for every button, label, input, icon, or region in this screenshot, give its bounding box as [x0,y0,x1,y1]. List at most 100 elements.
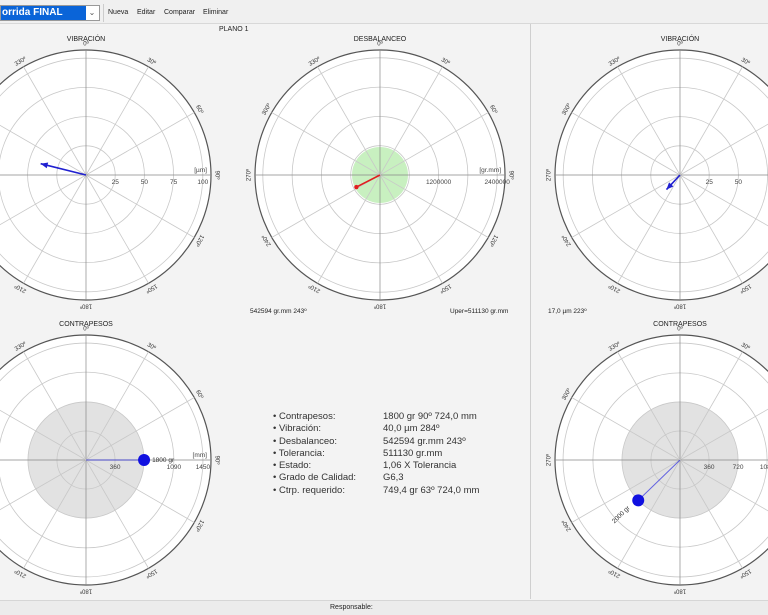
ring-label: 1450 [196,464,211,471]
run-selector-combobox[interactable]: orrida FINAL ⌄ [0,5,100,21]
counterweight-marker [632,494,645,507]
grid-spoke [679,459,768,512]
angle-label: 60º [488,104,499,116]
unit-label: [gr.mm] [479,167,501,174]
summary-row: • Grado de Calidad: G6,3 [273,472,479,484]
summary-key: • Estado: [273,460,312,472]
ring-label: 360 [704,464,715,471]
arrow-head-icon [40,162,49,169]
angle-label: 30º [740,341,752,352]
grid-spoke [23,459,87,569]
summary-row: • Contrapesos: 1800 gr 90º 724,0 mm [273,411,479,423]
angle-label: 180º [79,302,92,309]
summary-value: G6,3 [383,472,404,484]
grid-spoke [617,351,681,461]
angle-label: 60º [194,389,205,401]
angle-label: 90º [507,171,514,181]
grid-spoke [85,351,149,461]
polar-vib_left: 0º30º60º90º120º150º180º210º240º270º300º3… [0,41,220,309]
summary-row: • Desbalanceo: 542594 gr.mm 243º [273,436,479,448]
angle-label: 0º [377,41,383,48]
panel-divider [530,24,531,599]
grid-spoke [379,174,443,284]
summary-row: • Estado: 1,06 X Tolerancia [273,460,479,472]
polar-cp_left: 0º30º60º90º120º150º180º210º240º270º300º3… [0,326,220,594]
edit-button[interactable]: Editar [137,9,156,16]
angle-label: 30º [146,341,158,352]
summary-value: 40,0 µm 284º [383,423,440,435]
grid-spoke [85,174,149,284]
ring-label: 1090 [167,464,182,471]
plane-label: PLANO 1 [219,26,249,33]
summary-value: 542594 gr.mm 243º [383,435,466,447]
ring-label: 75 [170,179,178,186]
summary-key: • Desbalanceo: [273,435,338,447]
grid-spoke [679,459,743,569]
grid-spoke [0,124,87,176]
grid-spoke [271,174,381,238]
angle-label: 180º [673,587,686,594]
summary-row: • Ctrp. requerido: 749,4 gr 63º 724,0 mm [273,485,479,497]
vibration-right-title: VIBRACIÓN [660,36,700,43]
angle-label: 90º [213,171,220,181]
grid-spoke [679,123,768,176]
summary-key: • Grado de Calidad: [273,472,357,484]
new-button[interactable]: Nueva [108,9,129,16]
grid-spoke [85,66,149,176]
grid-spoke [317,66,381,176]
vector-line [40,162,87,176]
responsible-label: Responsable: [330,604,373,611]
status-bar: Responsable: [0,600,768,615]
grid-spoke [571,112,681,176]
delete-button[interactable]: Eliminar [203,9,229,16]
grid-spoke [0,459,87,511]
grid-spoke [679,351,743,461]
summary-key: • Contrapesos: [273,411,336,422]
ring-label: 100 [197,179,208,186]
arrow-head-icon [666,182,674,190]
counterweight-marker [138,454,151,466]
compare-button[interactable]: Comparar [164,9,196,16]
angle-label: 30º [440,56,452,67]
angle-label: 180º [673,302,686,309]
ring-label: 50 [735,179,743,186]
run-selector-value: orrida FINAL [1,6,86,20]
grid-spoke [85,459,149,569]
grid-spoke [379,66,443,176]
summary-key: • Ctrp. requerido: [273,484,345,496]
ring-label: 25 [706,179,714,186]
counterweights-left-title: CONTRAPESOS [59,321,113,328]
grid-spoke [0,409,87,461]
unbalance-title: DESBALANCEO [353,36,407,43]
summary-key: • Vibración: [273,423,322,435]
summary-row: • Tolerancia: 511130 gr.mm [273,448,479,460]
grid-spoke [617,459,681,569]
grid-spoke [317,174,381,284]
summary-value: 511130 gr.mm [383,447,443,459]
grid-spoke [23,351,87,461]
counterweight-label: 1800 gr [152,457,175,464]
grid-spoke [85,459,195,523]
grid-spoke [23,174,87,284]
summary-key: • Tolerancia: [273,447,325,459]
angle-label: 270º [546,453,553,466]
angle-label: 0º [83,41,89,48]
angle-label: 0º [83,326,89,333]
angle-label: 0º [677,41,683,48]
ring-label: 25 [112,179,120,186]
polar-desb: 0º30º60º90º120º150º180º210º240º270º300º3… [246,41,515,310]
chevron-down-icon[interactable]: ⌄ [88,8,96,17]
angle-label: 90º [213,456,220,466]
angle-label: 60º [194,104,205,116]
angle-label: 180º [79,587,92,594]
summary-value: 749,4 gr 63º 724,0 mm [383,484,480,496]
ring-label: 2400000 [485,179,511,186]
angle-label: 30º [146,56,158,67]
grid-spoke [85,112,195,176]
ring-label: 360 [110,464,121,471]
vibration-right-caption: 17,0 µm 223º [548,308,587,315]
ring-label: 1200000 [426,179,452,186]
angle-label: 270º [546,168,553,181]
grid-spoke [379,112,489,176]
uper-caption: Uper=511130 gr.mm [450,308,509,315]
